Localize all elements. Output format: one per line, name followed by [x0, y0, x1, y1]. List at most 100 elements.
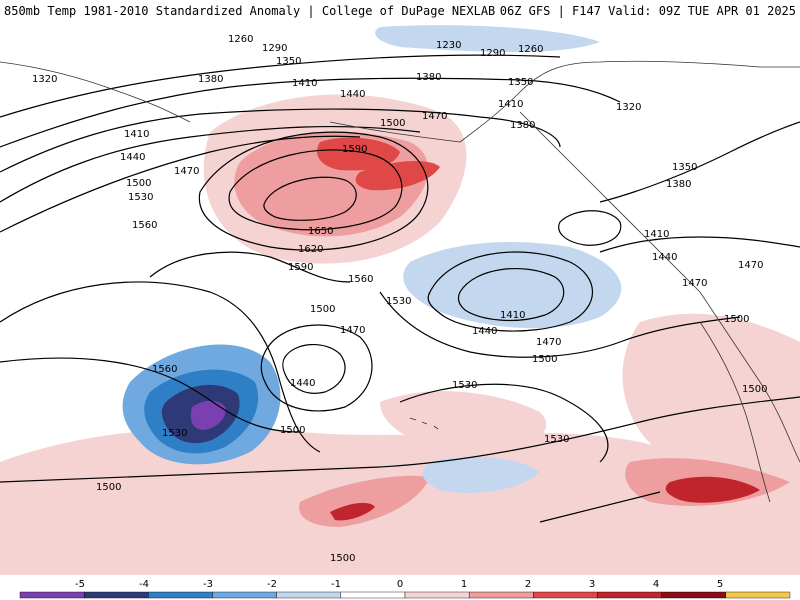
- contour-label: 1410: [124, 129, 149, 140]
- warm-anomaly-east: [622, 313, 800, 492]
- contour-line: [558, 210, 622, 246]
- anomaly-colorbar: -5 -4 -3 -2 -1 0 1 2 3 4 5: [19, 579, 791, 599]
- contour-label: 1260: [228, 34, 253, 45]
- colorbar-tick-label: -4: [139, 579, 149, 590]
- cool-anomaly-north: [375, 25, 600, 52]
- contour-label: 1500: [724, 314, 749, 325]
- contour-line: [198, 131, 429, 251]
- contour-line: [0, 396, 800, 483]
- colorbar-segments: [19, 591, 791, 599]
- contour-label: 1260: [518, 44, 543, 55]
- product-title: 850mb Temp 1981-2010 Standardized Anomal…: [4, 4, 496, 18]
- colorbar-tick-label: 5: [717, 579, 723, 590]
- colorbar-segment: [83, 591, 149, 599]
- colorbar-tick-label: -3: [203, 579, 213, 590]
- colorbar-segment: [661, 591, 727, 599]
- contour-label: 1500: [96, 482, 121, 493]
- contour-label: 1530: [386, 296, 411, 307]
- contour-label: 1560: [348, 274, 373, 285]
- contour-label: 1470: [340, 325, 365, 336]
- contour-label: 1440: [290, 378, 315, 389]
- contour-label: 1500: [280, 425, 305, 436]
- contour-line: [0, 281, 321, 453]
- contour-label: 1440: [120, 152, 145, 163]
- contour-label: 1290: [262, 43, 287, 54]
- colorbar-segment: [276, 591, 342, 599]
- model-run-info: 06Z GFS | F147 Valid: 09Z TUE APR 01 202…: [499, 4, 796, 18]
- colorbar-tick-label: 4: [653, 579, 659, 590]
- contour-label: 1320: [32, 74, 57, 85]
- contour-label: 1350: [508, 77, 533, 88]
- contour-label: 1380: [416, 72, 441, 83]
- contour-label: 1530: [128, 192, 153, 203]
- hawaii-islands: [409, 417, 439, 430]
- contour-line: [282, 343, 346, 394]
- contour-line: [599, 121, 800, 203]
- contour-line: [379, 291, 741, 358]
- contour-line: [599, 236, 800, 253]
- colorbar-tick-label: 2: [525, 579, 531, 590]
- contour-label: 1500: [330, 553, 355, 564]
- contour-label: 1500: [532, 354, 557, 365]
- contour-label: 1590: [342, 144, 367, 155]
- colorbar-segment: [725, 591, 791, 599]
- contour-label: 1380: [666, 179, 691, 190]
- contour-label: 1500: [742, 384, 767, 395]
- contour-line: [399, 383, 609, 463]
- contour-label: 1410: [292, 78, 317, 89]
- cool-anomaly-south: [422, 456, 540, 493]
- colorbar-segment: [404, 591, 470, 599]
- contour-label: 1500: [380, 118, 405, 129]
- contour-line: [263, 176, 357, 221]
- contour-label: 1590: [288, 262, 313, 273]
- contour-label: 1500: [126, 178, 151, 189]
- contour-label: 1350: [276, 56, 301, 67]
- contour-label: 1380: [198, 74, 223, 85]
- contour-line: [457, 267, 565, 322]
- contour-label: 1470: [682, 278, 707, 289]
- contour-line: [427, 251, 594, 332]
- contour-line: [0, 77, 621, 148]
- colorbar-segment: [468, 591, 534, 599]
- contour-line: [149, 251, 351, 283]
- coastlines: [0, 60, 800, 503]
- contour-line: [0, 135, 361, 233]
- contour-line: [228, 149, 403, 231]
- contour-label: 1620: [298, 244, 323, 255]
- warm-anomaly-central: [380, 391, 547, 452]
- contour-label: 1500: [310, 304, 335, 315]
- contour-label: 1470: [536, 337, 561, 348]
- contour-label: 1560: [132, 220, 157, 231]
- colorbar-tick-label: 0: [397, 579, 403, 590]
- contour-line: [0, 125, 421, 203]
- contour-label: 1410: [644, 229, 669, 240]
- contour-label: 1440: [472, 326, 497, 337]
- alaska-coast: [329, 60, 800, 143]
- contour-label: 1350: [672, 162, 697, 173]
- contour-label: 1470: [174, 166, 199, 177]
- colorbar-segment: [340, 591, 406, 599]
- contour-label: 1530: [544, 434, 569, 445]
- contour-label: 1440: [652, 252, 677, 263]
- contour-line: [260, 324, 373, 412]
- bc-coast: [519, 111, 800, 463]
- contour-label: 1470: [738, 260, 763, 271]
- colorbar-segment: [533, 591, 598, 599]
- contour-label: 1380: [510, 120, 535, 131]
- colorbar-segment: [19, 591, 85, 599]
- anomaly-shading: [0, 25, 800, 575]
- warm-anomaly-max-south: [665, 476, 760, 503]
- contour-label: 1410: [498, 99, 523, 110]
- contour-label-layer: 1260 1290 1230 1290 1260 1320 1350 1380 …: [32, 34, 767, 564]
- contour-label: 1650: [308, 226, 333, 237]
- colorbar-segment: [597, 591, 662, 599]
- siberia-coast: [0, 61, 191, 123]
- map-header: 850mb Temp 1981-2010 Standardized Anomal…: [0, 0, 800, 22]
- height-contours: [0, 54, 800, 523]
- colorbar-tick-label: 3: [589, 579, 595, 590]
- contour-line: [539, 491, 661, 523]
- colorbar-segment: [212, 591, 277, 599]
- contour-line: [0, 357, 301, 433]
- colorbar-tick-labels: -5 -4 -3 -2 -1 0 1 2 3 4 5: [75, 579, 723, 590]
